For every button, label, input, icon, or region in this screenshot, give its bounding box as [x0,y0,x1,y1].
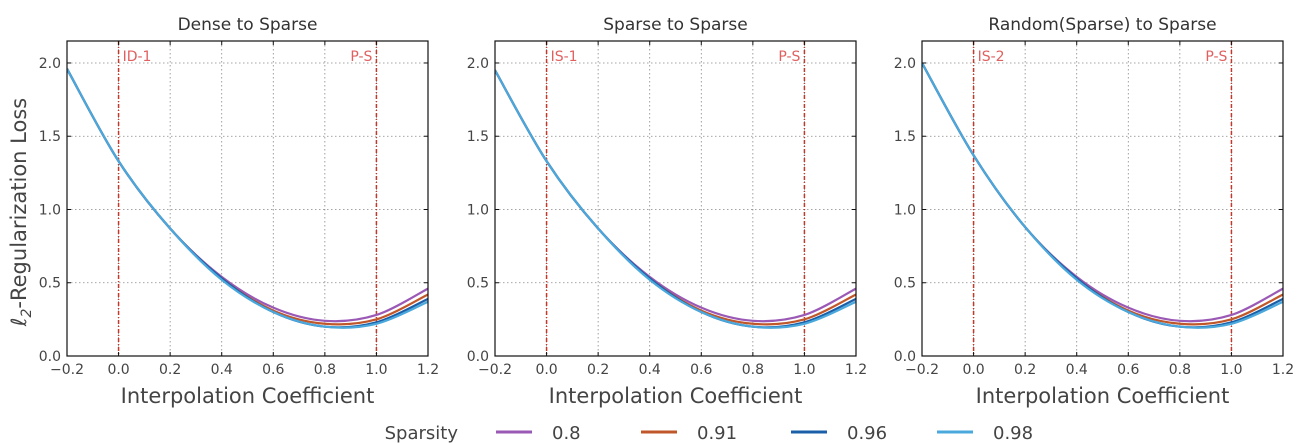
y-tick-label: 0.5 [467,276,489,292]
x-tick-label: −0.2 [905,362,939,378]
x-tick-label: 0.8 [1169,362,1191,378]
reference-line-label: ID-1 [123,49,152,65]
x-tick-label: 0.6 [1117,362,1139,378]
x-tick-label: 1.0 [1220,362,1242,378]
y-tick-label: 1.5 [894,129,916,145]
reference-line-label: P-S [778,49,800,65]
y-tick-label: 2.0 [467,56,489,72]
y-tick-label: 2.0 [39,56,61,72]
series-lines [922,62,1283,329]
x-axis-label: Interpolation Coefficient [976,384,1230,408]
panel-title: Random(Sparse) to Sparse [988,15,1216,35]
legend-label-0.96: 0.96 [847,423,887,443]
x-tick-label: 1.0 [365,362,387,378]
plot-frame [921,40,1284,357]
x-tick-label: 0.4 [1066,362,1088,378]
y-axis-label-subscript: 2 [19,309,35,318]
y-tick-label: 1.0 [467,202,489,218]
x-tick-label: 0.2 [159,362,181,378]
y-tick-label: 0.0 [39,349,61,365]
series-lines [67,68,428,329]
series-lines [495,69,856,329]
legend-label-0.98: 0.98 [993,423,1033,443]
series-line-0.98 [495,69,856,329]
x-tick-label: 1.2 [845,362,867,378]
x-tick-label: 0.6 [690,362,712,378]
x-tick-label: 0.4 [211,362,233,378]
x-tick-label: 0.6 [262,362,284,378]
y-tick-label: 1.0 [39,202,61,218]
reference-line-label: IS-1 [551,49,578,65]
chart-panels: ID-1 P-S−0.2 0.0 0.2 0.4 0.6 0.8 1.0 1.20.00.51.… [39,15,1294,408]
series-line-0.96 [495,69,856,329]
x-axis-label: Interpolation Coefficient [549,384,803,408]
x-tick-label: −0.2 [478,362,512,378]
x-tick-label: 0.8 [742,362,764,378]
panel-title: Dense to Sparse [178,15,318,35]
reference-line-label: IS-2 [978,49,1005,65]
x-tick-label: 0.2 [587,362,609,378]
chart-panel-2: IS-1 P-S−0.2 0.0 0.2 0.4 0.6 0.8 1.0 1.20.00.51.… [467,15,867,408]
x-tick-label: 0.0 [962,362,984,378]
plot-frame [494,40,857,357]
y-tick-label: 1.0 [894,202,916,218]
y-tick-label: 0.5 [39,276,61,292]
y-axis-label: ℓ2-Regularization Loss [7,98,35,327]
series-line-0.96 [922,62,1283,329]
plot-frame [66,40,429,357]
panel-title: Sparse to Sparse [603,15,747,35]
series-line-0.98 [922,62,1283,329]
series-line-0.8 [495,69,856,323]
legend-title: Sparsity [385,423,459,443]
legend-label-0.91: 0.91 [697,423,737,443]
y-axis-label-prefix: ℓ [7,318,31,328]
y-tick-label: 1.5 [467,129,489,145]
x-tick-label: 0.4 [639,362,661,378]
x-tick-label: 1.0 [793,362,815,378]
y-tick-label: 2.0 [894,56,916,72]
y-axis-label-suffix: -Regularization Loss [7,98,31,309]
x-axis-label: Interpolation Coefficient [121,384,375,408]
x-tick-label: 1.2 [1272,362,1294,378]
series-line-0.91 [67,68,428,326]
y-tick-label: 0.0 [894,349,916,365]
series-line-0.91 [495,69,856,326]
y-tick-label: 0.5 [894,276,916,292]
chart-panel-1: ID-1 P-S−0.2 0.0 0.2 0.4 0.6 0.8 1.0 1.20.00.51.… [39,15,439,408]
reference-line-label: P-S [1205,49,1227,65]
chart-panel-3: IS-2 P-S−0.2 0.0 0.2 0.4 0.6 0.8 1.0 1.20.00.51.… [894,15,1294,408]
x-tick-label: −0.2 [50,362,84,378]
legend-label-0.8: 0.8 [552,423,581,443]
series-line-0.8 [67,68,428,323]
series-line-0.98 [67,68,428,329]
series-line-0.96 [67,68,428,329]
y-tick-label: 0.0 [467,349,489,365]
x-tick-label: 0.2 [1014,362,1036,378]
legend: Sparsity 0.8 0.91 0.96 0.98 [385,423,1033,443]
series-line-0.91 [922,62,1283,326]
x-tick-label: 0.0 [107,362,129,378]
x-tick-label: 0.0 [535,362,557,378]
x-tick-label: 0.8 [314,362,336,378]
y-tick-label: 1.5 [39,129,61,145]
reference-line-label: P-S [350,49,372,65]
x-tick-label: 1.2 [417,362,439,378]
